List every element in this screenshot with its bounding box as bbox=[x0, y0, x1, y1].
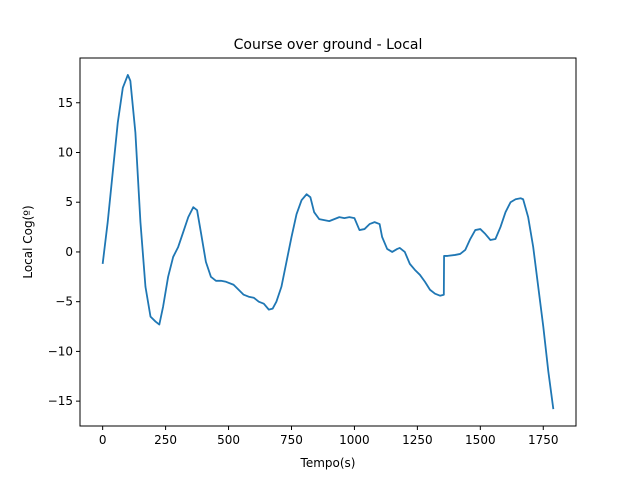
y-tick-label: −10 bbox=[48, 344, 73, 358]
y-tick-label: 5 bbox=[65, 195, 73, 209]
plot-area bbox=[101, 74, 555, 410]
axes-frame bbox=[79, 57, 577, 427]
chart-title: Course over ground - Local bbox=[234, 37, 423, 53]
series-line-0 bbox=[101, 74, 555, 410]
x-tick-label: 1500 bbox=[465, 433, 496, 447]
x-tick-label: 250 bbox=[154, 433, 177, 447]
y-tick-label: 10 bbox=[58, 145, 73, 159]
y-tick-label: −5 bbox=[55, 295, 73, 309]
y-tick-label: 0 bbox=[65, 245, 73, 259]
x-tick-label: 1750 bbox=[528, 433, 559, 447]
x-tick-label: 750 bbox=[280, 433, 303, 447]
x-axis: 0 250 500 750 1000 1250 1500 1750 bbox=[99, 426, 559, 447]
y-axis-label: Local Cog(º) bbox=[21, 205, 35, 278]
x-axis-label: Tempo(s) bbox=[300, 456, 356, 470]
y-axis: −15 −10 −5 0 5 10 15 bbox=[48, 96, 80, 408]
y-tick-label: −15 bbox=[48, 394, 73, 408]
x-tick-label: 1000 bbox=[339, 433, 370, 447]
y-tick-label: 15 bbox=[58, 96, 73, 110]
x-tick-label: 500 bbox=[217, 433, 240, 447]
x-tick-label: 1250 bbox=[402, 433, 433, 447]
x-tick-label: 0 bbox=[99, 433, 107, 447]
